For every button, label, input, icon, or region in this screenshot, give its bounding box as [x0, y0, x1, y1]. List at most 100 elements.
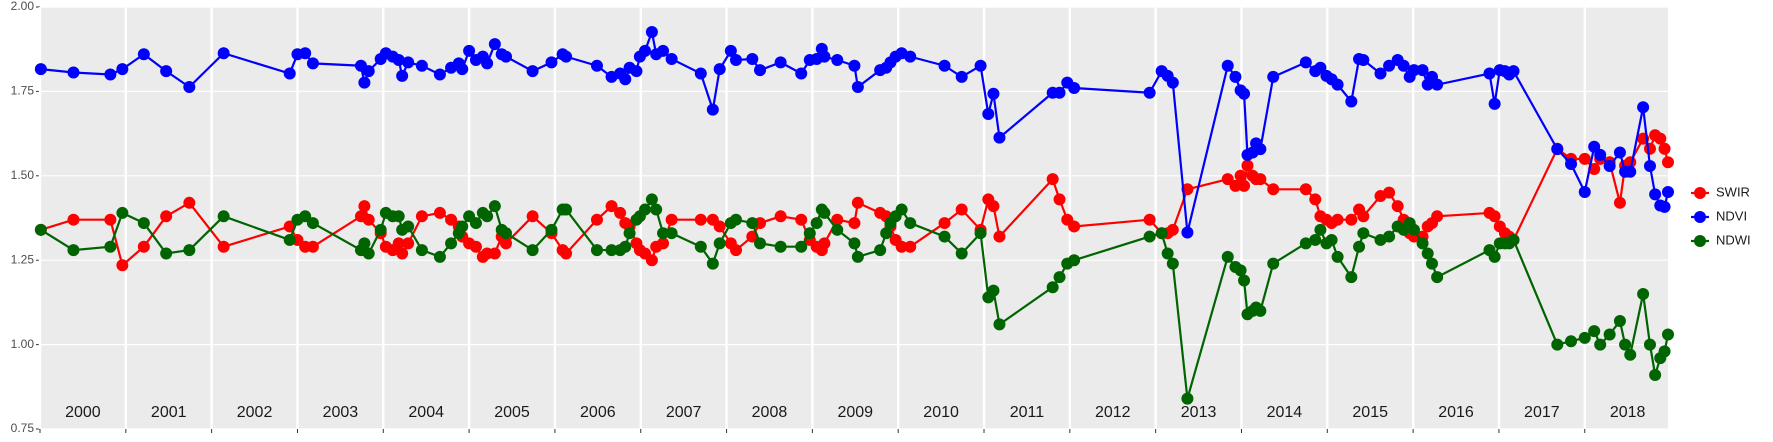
data-point: [818, 50, 831, 63]
data-point: [392, 210, 405, 223]
data-point: [1254, 173, 1267, 186]
data-point: [445, 237, 458, 250]
data-point: [639, 44, 652, 57]
data-point: [1238, 87, 1251, 100]
data-point: [1267, 257, 1280, 270]
data-point: [1603, 328, 1616, 341]
data-point: [1155, 227, 1168, 240]
year-label: 2006: [580, 404, 616, 421]
data-point: [874, 244, 887, 257]
data-point: [1619, 338, 1632, 351]
data-point: [590, 244, 603, 257]
data-point: [938, 230, 951, 243]
data-point: [1383, 230, 1396, 243]
y-tick-label: 1.00: [11, 337, 35, 351]
data-point: [1662, 328, 1674, 341]
data-point: [1643, 142, 1656, 155]
data-point: [1662, 156, 1674, 169]
data-point: [645, 254, 658, 267]
data-point: [1331, 78, 1344, 91]
data-point: [713, 237, 726, 250]
year-label: 2003: [323, 404, 359, 421]
data-point: [1143, 86, 1156, 99]
data-point: [1143, 230, 1156, 243]
data-point: [1658, 345, 1671, 358]
data-point: [34, 63, 47, 76]
data-point: [987, 200, 1000, 213]
data-point: [1267, 70, 1280, 83]
data-point: [1221, 173, 1234, 186]
data-point: [1331, 213, 1344, 226]
data-point: [469, 240, 482, 253]
data-point: [358, 76, 371, 89]
y-tick-label: 1.50: [11, 168, 35, 182]
data-point: [283, 67, 296, 80]
data-point: [67, 244, 80, 257]
data-point: [67, 66, 80, 79]
data-point: [665, 227, 678, 240]
data-point: [402, 56, 415, 69]
data-point: [183, 81, 196, 94]
data-point: [1594, 148, 1607, 161]
data-point: [955, 247, 968, 260]
data-point: [724, 44, 737, 57]
year-label: 2007: [666, 404, 702, 421]
data-point: [614, 206, 627, 219]
y-tick-label: 2.00: [11, 0, 35, 13]
data-point: [1407, 223, 1420, 236]
data-point: [402, 237, 415, 250]
data-point: [657, 44, 670, 57]
data-point: [456, 220, 469, 233]
year-label: 2010: [923, 404, 959, 421]
data-point: [463, 44, 476, 57]
data-point: [645, 25, 658, 38]
data-point: [1488, 250, 1501, 263]
data-point: [1431, 78, 1444, 91]
data-point: [1345, 271, 1358, 284]
data-point: [706, 257, 719, 270]
data-point: [1603, 160, 1616, 173]
data-point: [545, 223, 558, 236]
data-point: [306, 57, 319, 70]
data-point: [1507, 233, 1520, 246]
data-point: [488, 38, 501, 51]
data-point: [880, 227, 893, 240]
data-point: [851, 196, 864, 209]
data-point: [619, 73, 632, 86]
data-point: [1637, 287, 1650, 300]
year-label: 2009: [837, 404, 873, 421]
data-point: [639, 203, 652, 216]
year-label: 2014: [1267, 404, 1303, 421]
data-point: [1391, 200, 1404, 213]
data-point: [1353, 240, 1366, 253]
data-point: [1643, 338, 1656, 351]
data-point: [1357, 227, 1370, 240]
data-point: [1431, 271, 1444, 284]
data-point: [433, 250, 446, 263]
data-point: [299, 47, 312, 60]
data-point: [848, 237, 861, 250]
data-point: [1507, 65, 1520, 78]
data-point: [1299, 237, 1312, 250]
data-point: [1565, 157, 1578, 170]
data-point: [1221, 250, 1234, 263]
data-point: [1238, 179, 1251, 192]
data-point: [217, 240, 230, 253]
data-point: [851, 250, 864, 263]
data-point: [993, 131, 1006, 144]
data-point: [1374, 67, 1387, 80]
data-point: [818, 206, 831, 219]
data-point: [1053, 193, 1066, 206]
legend-swatch: [1694, 235, 1706, 247]
data-point: [560, 203, 573, 216]
data-point: [1588, 325, 1601, 338]
data-point: [362, 213, 375, 226]
data-point: [1053, 86, 1066, 99]
data-point: [217, 210, 230, 223]
data-point: [1383, 59, 1396, 72]
data-point: [987, 87, 1000, 100]
data-point: [694, 240, 707, 253]
data-point: [1309, 233, 1322, 246]
data-point: [795, 67, 808, 80]
data-point: [362, 247, 375, 260]
